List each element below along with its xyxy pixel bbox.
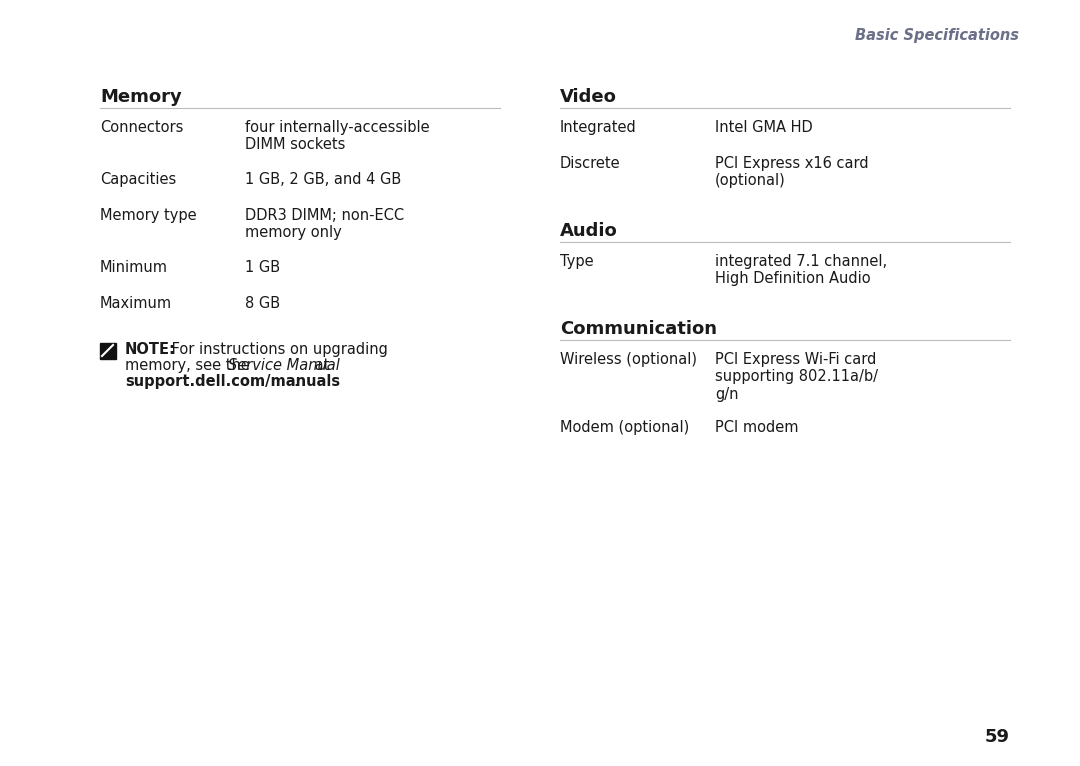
Text: Memory: Memory xyxy=(100,88,181,106)
Text: memory, see the: memory, see the xyxy=(125,358,255,373)
Text: Basic Specifications: Basic Specifications xyxy=(855,28,1020,43)
Text: 1 GB: 1 GB xyxy=(245,260,280,275)
Text: 59: 59 xyxy=(985,728,1010,746)
Text: Discrete: Discrete xyxy=(561,156,621,171)
Text: four internally-accessible
DIMM sockets: four internally-accessible DIMM sockets xyxy=(245,120,430,152)
Text: DDR3 DIMM; non-ECC
memory only: DDR3 DIMM; non-ECC memory only xyxy=(245,208,404,241)
Text: Type: Type xyxy=(561,254,594,269)
Text: support.dell.com/manuals: support.dell.com/manuals xyxy=(125,374,340,389)
Bar xyxy=(100,343,116,359)
Text: Memory type: Memory type xyxy=(100,208,197,223)
Text: Modem (optional): Modem (optional) xyxy=(561,420,689,435)
Text: Communication: Communication xyxy=(561,320,717,338)
Text: NOTE:: NOTE: xyxy=(125,342,176,357)
Text: Integrated: Integrated xyxy=(561,120,637,135)
Text: 8 GB: 8 GB xyxy=(245,296,280,311)
Text: Intel GMA HD: Intel GMA HD xyxy=(715,120,813,135)
Text: integrated 7.1 channel,
High Definition Audio: integrated 7.1 channel, High Definition … xyxy=(715,254,887,286)
Text: Connectors: Connectors xyxy=(100,120,184,135)
Text: PCI Express x16 card
(optional): PCI Express x16 card (optional) xyxy=(715,156,868,188)
Text: Service Manual: Service Manual xyxy=(228,358,340,373)
Text: at: at xyxy=(310,358,329,373)
Text: Minimum: Minimum xyxy=(100,260,168,275)
Text: Video: Video xyxy=(561,88,617,106)
Text: PCI modem: PCI modem xyxy=(715,420,798,435)
Text: For instructions on upgrading: For instructions on upgrading xyxy=(167,342,388,357)
Text: Wireless (optional): Wireless (optional) xyxy=(561,352,697,367)
Text: .: . xyxy=(293,374,298,389)
Text: Audio: Audio xyxy=(561,222,618,240)
Text: Capacities: Capacities xyxy=(100,172,176,187)
Text: Maximum: Maximum xyxy=(100,296,172,311)
Text: 1 GB, 2 GB, and 4 GB: 1 GB, 2 GB, and 4 GB xyxy=(245,172,402,187)
Text: PCI Express Wi-Fi card
supporting 802.11a/b/
g/n: PCI Express Wi-Fi card supporting 802.11… xyxy=(715,352,878,402)
